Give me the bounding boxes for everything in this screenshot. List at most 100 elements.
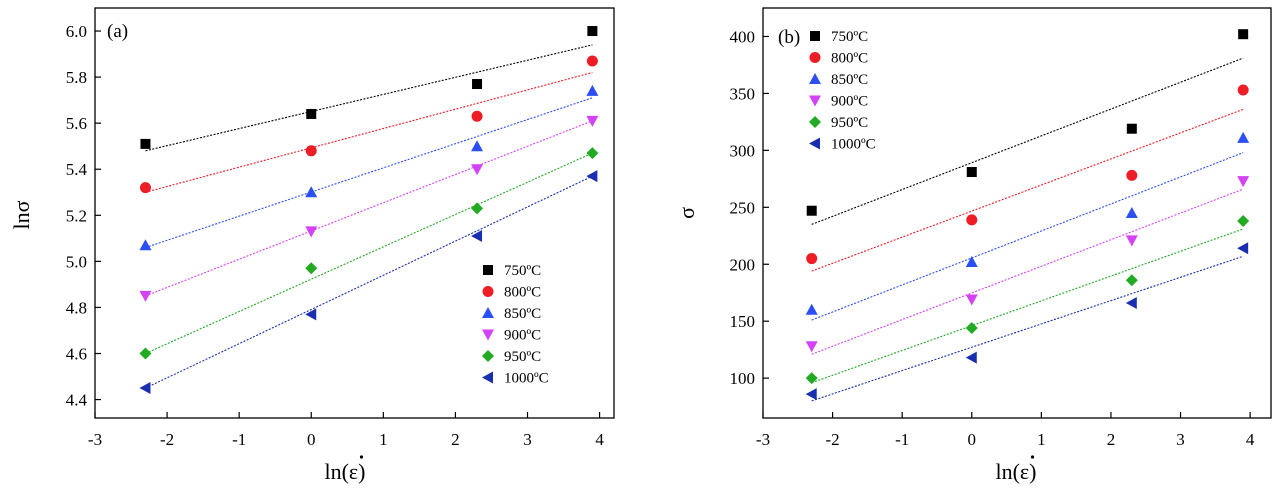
data-point: [140, 138, 151, 149]
x-tick-label: 0: [968, 430, 977, 449]
data-point: [471, 164, 484, 176]
data-point: [965, 294, 978, 306]
legend-marker: [809, 52, 821, 63]
fit-line: [811, 255, 1244, 402]
y-axis-title-a: lnσ: [9, 200, 34, 229]
x-tick-label: 1: [1037, 430, 1046, 449]
data-point: [587, 26, 598, 37]
data-point: [1237, 176, 1250, 188]
panel-b: (b) ln(ε) σ -3 -2 -1 0 1 2 3 4 100 150 200 250 300 3…: [674, 7, 1272, 484]
y-axis-title-b: σ: [674, 207, 699, 219]
x-ticks-a: -3 -2 -1 0 1 2 3 4: [88, 412, 604, 449]
data-point: [1125, 274, 1138, 287]
data-point: [1237, 242, 1249, 255]
legend-marker: [482, 329, 494, 341]
y-tick-label: 5.0: [66, 252, 87, 271]
y-tick-label: 100: [730, 369, 756, 388]
legend-marker: [809, 95, 821, 107]
legend-label: 900ºC: [831, 94, 868, 110]
x-tick-label: 2: [1107, 430, 1116, 449]
data-point: [1125, 235, 1138, 247]
data-point: [1237, 131, 1250, 143]
x-tick-label: 4: [1246, 430, 1255, 449]
fit-line: [145, 97, 593, 249]
panel-label-a: (a): [107, 21, 128, 42]
legend-label: 950ºC: [504, 349, 541, 365]
legend-marker: [482, 371, 493, 384]
y-tick-label: 5.2: [66, 206, 87, 225]
x-ticks-b: -3 -2 -1 0 1 2 3 4: [756, 412, 1255, 449]
data-point: [1126, 169, 1138, 181]
data-point: [305, 226, 318, 238]
legend-label: 1000ºC: [831, 137, 876, 153]
fit-line: [145, 175, 593, 389]
fit-lines-b: [811, 57, 1244, 402]
x-tick-label: 0: [307, 430, 316, 449]
data-point: [586, 147, 599, 160]
data-point: [139, 290, 152, 302]
data-point: [965, 322, 978, 335]
data-point: [586, 170, 598, 183]
x-tick-label: -3: [756, 430, 770, 449]
x-tick-label: 3: [523, 430, 532, 449]
x-axis-title-a: ln(ε): [324, 459, 365, 484]
panel-a: (a) ln(ε) lnσ -3 -2 -1 0 1 2 3 4 4.4 4.6 4.8 5.0 5.…: [9, 7, 615, 484]
panel-label-b: (b): [778, 27, 800, 48]
data-point: [1237, 214, 1250, 227]
fit-line: [811, 57, 1244, 225]
data-point: [139, 182, 151, 194]
legend-marker: [809, 116, 821, 128]
y-ticks-a: 4.4 4.6 4.8 5.0 5.2 5.4 5.6 5.8 6.0: [66, 22, 101, 410]
y-tick-label: 400: [730, 27, 756, 46]
data-point: [472, 79, 483, 90]
fit-line: [145, 152, 593, 355]
data-point: [805, 388, 817, 401]
x-tick-label: 3: [1176, 430, 1185, 449]
data-point: [471, 110, 483, 122]
data-point: [1126, 123, 1137, 134]
x-tick-label: -1: [895, 430, 909, 449]
data-point: [966, 214, 978, 226]
fit-line: [145, 120, 593, 297]
data-point: [139, 239, 152, 251]
legend-marker: [483, 265, 493, 275]
x-tick-label: -2: [160, 430, 174, 449]
fit-lines-a: [145, 44, 593, 389]
x-axis-title-dot-b: [1030, 455, 1035, 459]
legend-marker: [809, 137, 820, 150]
legend-marker: [809, 73, 821, 84]
data-point: [805, 372, 818, 385]
data-point: [586, 55, 598, 67]
data-points-b: [805, 29, 1250, 401]
data-point: [305, 186, 318, 198]
data-point: [1125, 296, 1137, 309]
x-tick-label: -3: [88, 430, 102, 449]
x-tick-label: -2: [826, 430, 840, 449]
y-tick-label: 150: [730, 312, 756, 331]
data-point: [965, 255, 978, 267]
fit-line: [145, 71, 593, 193]
y-tick-label: 200: [730, 255, 756, 274]
fit-line: [811, 228, 1244, 384]
legend-label: 800ºC: [831, 51, 868, 67]
legend-label: 900ºC: [504, 328, 541, 344]
x-tick-label: 4: [595, 430, 604, 449]
data-point: [805, 303, 818, 315]
legend-marker: [482, 286, 494, 297]
legend-marker: [482, 350, 494, 362]
fit-line: [811, 152, 1244, 321]
legend-label: 800ºC: [504, 285, 541, 301]
plot-frame-b: [762, 7, 1272, 419]
data-point: [806, 205, 817, 216]
y-ticks-b: 100 150 200 250 300 350 400: [730, 27, 769, 388]
x-axis-title-b: ln(ε): [995, 459, 1036, 484]
y-tick-label: 4.4: [66, 391, 88, 410]
data-point: [471, 230, 483, 243]
y-tick-label: 300: [730, 141, 756, 160]
data-point: [1237, 84, 1249, 96]
data-point: [306, 108, 317, 119]
y-tick-label: 6.0: [66, 22, 87, 41]
data-point: [139, 382, 151, 395]
y-tick-label: 5.6: [66, 114, 87, 133]
plot-frame-a: [94, 7, 615, 419]
